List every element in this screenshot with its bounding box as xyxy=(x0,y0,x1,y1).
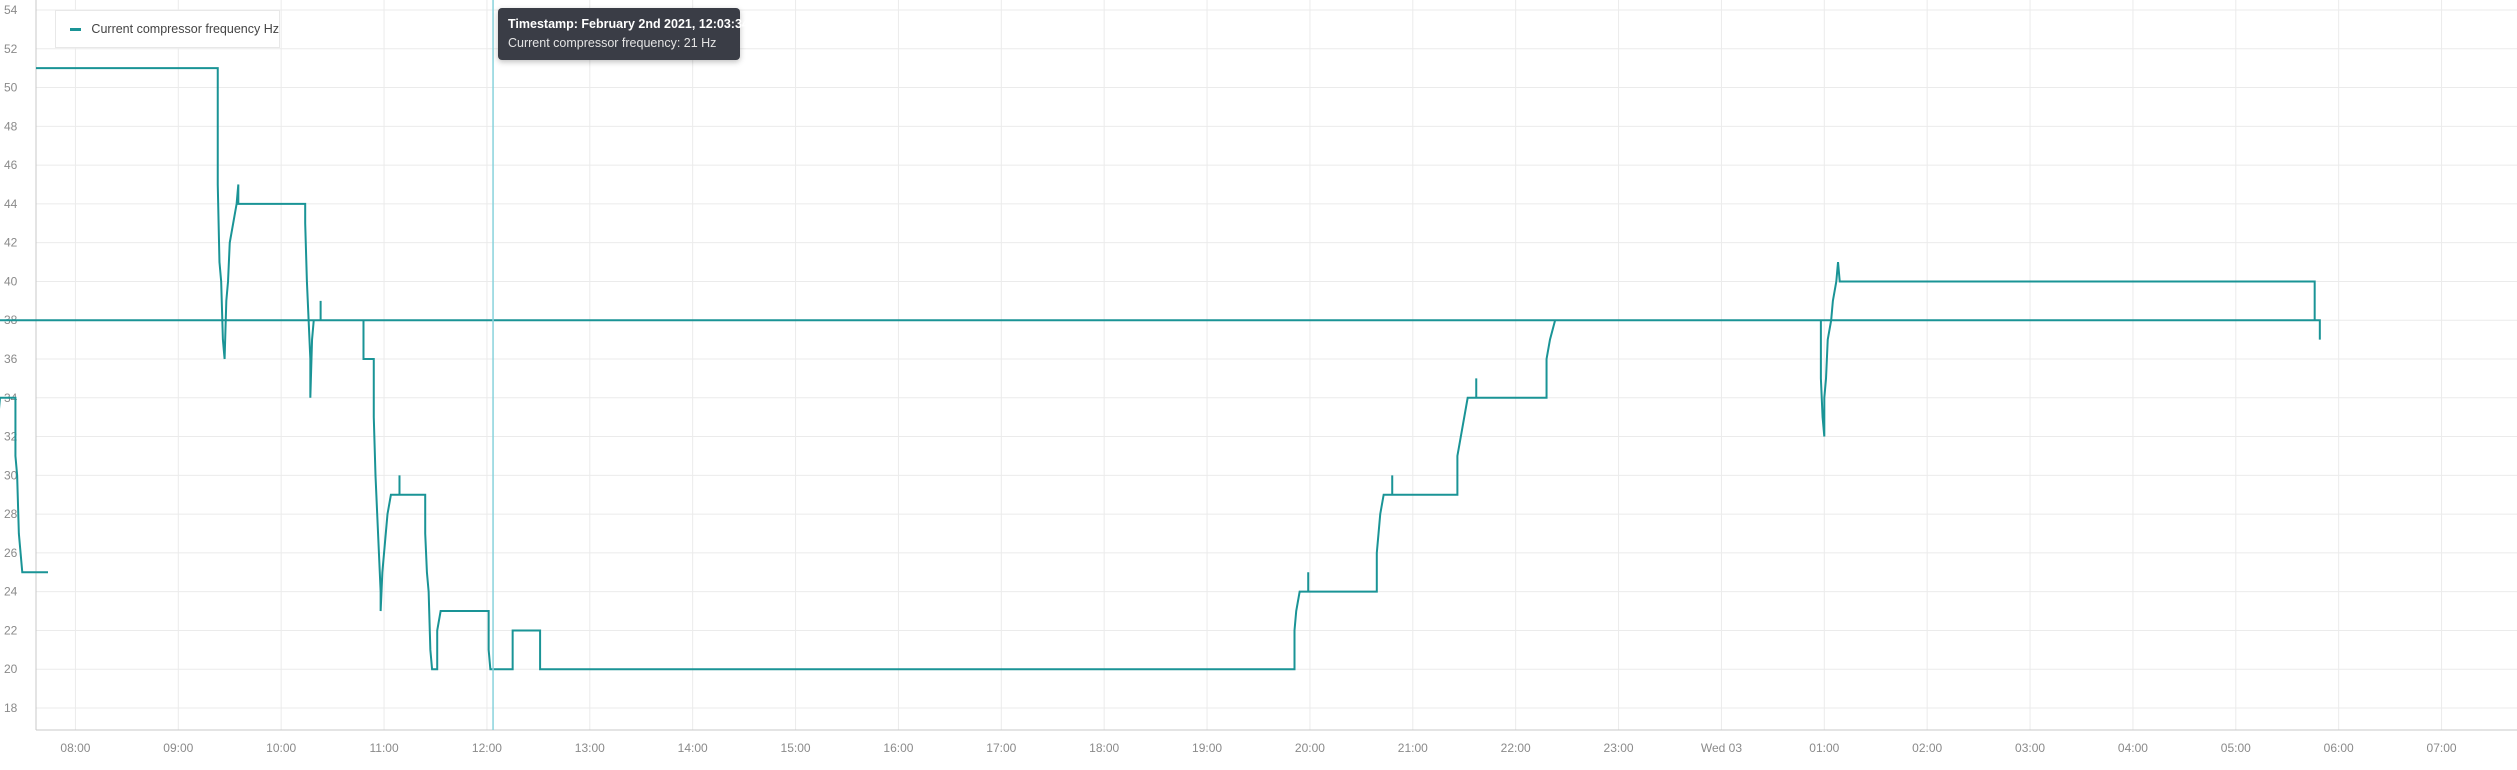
x-tick-label: 20:00 xyxy=(1295,741,1325,755)
y-tick-label: 48 xyxy=(4,119,18,133)
x-tick-label: 07:00 xyxy=(2427,741,2457,755)
x-tick-label: 08:00 xyxy=(60,741,90,755)
x-tick-label: 17:00 xyxy=(986,741,1016,755)
y-tick-label: 54 xyxy=(4,3,18,17)
x-tick-label: 01:00 xyxy=(1809,741,1839,755)
y-tick-label: 32 xyxy=(4,430,18,444)
x-tick-label: 16:00 xyxy=(883,741,913,755)
series-line xyxy=(0,67,2321,671)
y-tick-label: 22 xyxy=(4,623,18,637)
x-tick-label: 12:00 xyxy=(472,741,502,755)
y-tick-label: 50 xyxy=(4,81,18,95)
y-tick-label: 28 xyxy=(4,507,18,521)
y-tick-label: 24 xyxy=(4,585,18,599)
y-tick-label: 42 xyxy=(4,236,18,250)
legend-swatch xyxy=(70,27,82,31)
y-tick-label: 18 xyxy=(4,701,18,715)
y-tick-label: 52 xyxy=(4,42,18,56)
x-tick-label: 05:00 xyxy=(2221,741,2251,755)
x-tick-label: 18:00 xyxy=(1089,741,1119,755)
y-tick-label: 44 xyxy=(4,197,18,211)
legend-label: Current compressor frequency Hz xyxy=(91,22,279,36)
x-tick-label: 06:00 xyxy=(2324,741,2354,755)
x-tick-label: 03:00 xyxy=(2015,741,2045,755)
x-tick-label: 22:00 xyxy=(1501,741,1531,755)
x-tick-label: 04:00 xyxy=(2118,741,2148,755)
y-tick-label: 46 xyxy=(4,158,18,172)
x-tick-label: 09:00 xyxy=(163,741,193,755)
x-tick-label: 14:00 xyxy=(678,741,708,755)
x-tick-label: Wed 03 xyxy=(1701,741,1742,755)
y-tick-label: 26 xyxy=(4,546,18,560)
x-tick-label: 02:00 xyxy=(1912,741,1942,755)
x-tick-label: 15:00 xyxy=(781,741,811,755)
tooltip-value: Current compressor frequency: 21 Hz xyxy=(508,36,717,50)
x-tick-label: 23:00 xyxy=(1604,741,1634,755)
y-tick-label: 40 xyxy=(4,274,18,288)
x-tick-label: 21:00 xyxy=(1398,741,1428,755)
x-tick-label: 10:00 xyxy=(266,741,296,755)
y-tick-label: 30 xyxy=(4,468,18,482)
x-tick-label: 19:00 xyxy=(1192,741,1222,755)
tooltip: Timestamp: February 2nd 2021, 12:03:34 C… xyxy=(498,8,749,60)
y-tick-label: 36 xyxy=(4,352,18,366)
tooltip-title: Timestamp: February 2nd 2021, 12:03:34 xyxy=(508,17,749,31)
y-tick-label: 20 xyxy=(4,662,18,676)
legend[interactable]: Current compressor frequency Hz xyxy=(55,10,280,48)
x-tick-label: 13:00 xyxy=(575,741,605,755)
x-tick-label: 11:00 xyxy=(369,741,398,755)
